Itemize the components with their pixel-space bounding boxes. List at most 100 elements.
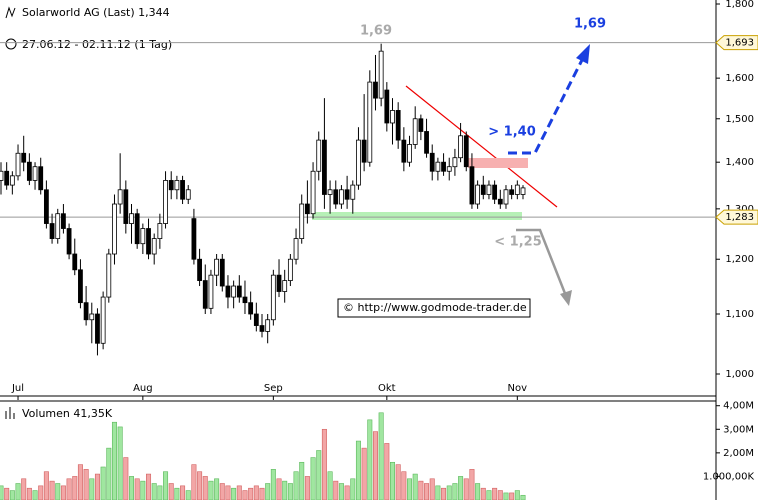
price-marker-label: 1,693 (725, 38, 754, 49)
volume-bar (350, 478, 356, 500)
clock-icon (5, 38, 17, 50)
candle-body (225, 285, 231, 298)
candle-body (276, 274, 282, 292)
volume-bar (55, 483, 61, 500)
volume-bar (497, 490, 503, 500)
candle-body (293, 238, 299, 260)
volume-bar (94, 473, 100, 500)
chart-subtitle: 27.06.12 - 02.11.12 (1 Tag) (22, 38, 172, 51)
volume-bar (475, 483, 481, 500)
volume-bar (242, 490, 248, 500)
candle-body (242, 296, 248, 304)
candle-body (180, 180, 185, 200)
volume-bar (236, 485, 242, 500)
candle-body (514, 184, 520, 195)
peak-label: 1,69 (360, 24, 392, 39)
candle-body (463, 135, 469, 168)
candle-body (378, 50, 384, 99)
candle-body (401, 139, 407, 163)
candle-body (197, 258, 202, 281)
candle-body (163, 180, 168, 224)
candle-body (270, 274, 276, 321)
candle-body (112, 203, 117, 255)
volume-bar (389, 461, 395, 500)
volume-bar (89, 478, 95, 500)
volume-bar (219, 483, 225, 500)
candle-body (168, 180, 174, 191)
volume-bar (401, 471, 407, 500)
trend-line (405, 85, 558, 208)
candle-body (208, 274, 214, 309)
volume-bar (287, 483, 293, 500)
candle-body (446, 166, 452, 172)
candle-body (412, 118, 418, 145)
candle-body (339, 189, 344, 205)
candle-body (299, 203, 305, 239)
candle-body (509, 189, 515, 195)
volume-bar (304, 476, 310, 500)
candle-body (49, 223, 55, 239)
volume-icon (5, 407, 15, 419)
volume-bar (492, 487, 498, 500)
volume-bar (38, 485, 44, 500)
volume-bar (299, 461, 305, 500)
volume-bar (21, 478, 27, 500)
y-tick-label: 1,400 (725, 157, 754, 168)
support-zone (312, 212, 522, 220)
y-tick-label: 1,000 (725, 369, 754, 380)
y-tick-label: 1,500 (725, 114, 754, 125)
candle-body (83, 302, 89, 321)
volume-bar (407, 478, 413, 500)
volume-bar (49, 480, 55, 500)
volume-bar (441, 487, 447, 500)
candle-body (390, 110, 395, 124)
volume-bar (327, 471, 333, 500)
volume-bar (372, 431, 378, 500)
volume-bar (367, 419, 373, 500)
candle-body (95, 313, 100, 344)
candle-body (78, 269, 83, 304)
volume-bar (259, 487, 265, 500)
volume-bar (463, 478, 469, 500)
candle-body (106, 253, 112, 298)
candle-body (418, 118, 424, 132)
volume-bar (435, 485, 441, 500)
candle-body (497, 198, 503, 205)
volume-bar (486, 490, 492, 500)
candle-body (202, 280, 208, 309)
volume-bar (253, 485, 259, 500)
chart-title: Solarworld AG (Last) 1,344 (22, 6, 170, 19)
candle-body (350, 184, 356, 200)
volume-bar (146, 473, 152, 500)
candle-body (32, 166, 38, 181)
candle-body (15, 152, 21, 177)
candle-body (407, 144, 412, 163)
candle-body (129, 213, 134, 224)
volume-bar (355, 440, 361, 500)
volume-bar (338, 483, 344, 500)
candle-body (322, 139, 327, 195)
candle-body (55, 213, 61, 239)
resistance-zone (468, 158, 528, 168)
volume-bar (361, 447, 367, 500)
volume-tick-label: 2,00M (723, 448, 754, 459)
volume-bar (214, 478, 220, 500)
price-marker-tag (715, 209, 758, 225)
volume-bar (225, 485, 231, 500)
candle-body (265, 319, 271, 332)
candle-body (174, 180, 180, 191)
volume-bar (180, 485, 186, 500)
candle-body (123, 189, 129, 224)
y-tick-label: 1,100 (725, 309, 754, 320)
candle-body (475, 184, 481, 205)
volume-bar (418, 480, 424, 500)
volume-bar (270, 469, 276, 500)
candle-body (327, 189, 333, 195)
volume-bar (26, 487, 32, 500)
candle-body (26, 161, 32, 181)
candle-body (185, 189, 191, 200)
candle-body (151, 238, 157, 255)
candle-body (424, 131, 429, 154)
volume-bar (129, 476, 135, 500)
